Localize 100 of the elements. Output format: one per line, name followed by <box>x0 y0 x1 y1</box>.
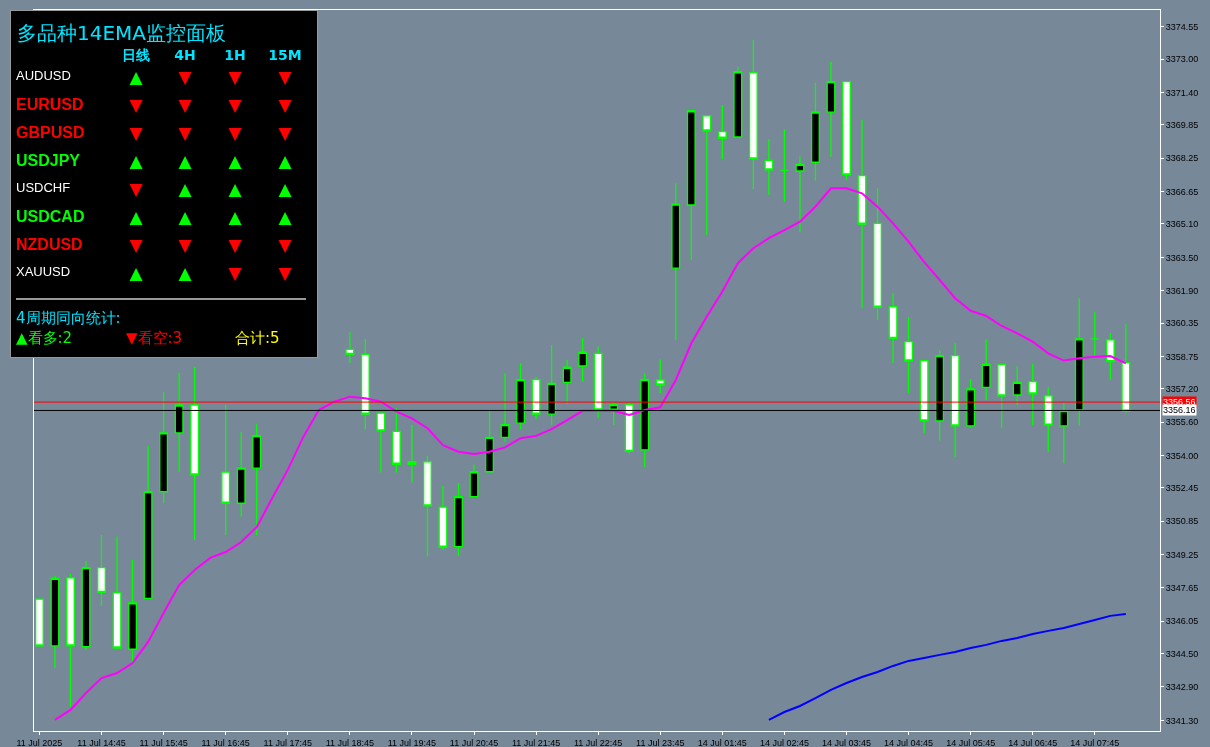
annotation: ▼ <box>129 123 143 143</box>
candlestick <box>717 104 727 160</box>
annotation: USDCAD <box>16 208 85 225</box>
candlestick <box>252 423 262 536</box>
annotation: ▼ <box>178 67 192 87</box>
candlestick <box>624 402 634 455</box>
candlestick <box>128 559 138 664</box>
candlestick <box>143 445 153 599</box>
y-tick-label: 3371.40 <box>1165 87 1199 98</box>
candlestick <box>221 404 231 536</box>
candlestick <box>1043 386 1053 453</box>
y-tick-label: 3349.25 <box>1165 549 1199 560</box>
candlestick <box>981 338 991 401</box>
candlestick <box>686 110 696 261</box>
annotation: ▼ <box>178 123 192 143</box>
candlestick <box>1090 311 1100 358</box>
annotation: ▲ <box>178 263 192 283</box>
x-tick-label: 14 Jul 06:45 <box>1008 737 1058 747</box>
y-tick-label: 3365.10 <box>1165 219 1199 230</box>
candlestick <box>562 359 572 405</box>
x-tick-label: 11 Jul 21:45 <box>511 737 561 747</box>
annotation: ▲ <box>129 207 143 227</box>
annotation: ▲ <box>278 179 292 199</box>
candlestick <box>919 359 929 434</box>
x-tick-label: 11 Jul 18:45 <box>325 737 375 747</box>
annotation: ▼ <box>278 95 292 115</box>
annotation: XAUUSD <box>16 264 71 279</box>
candlestick <box>842 80 851 181</box>
annotation: ▼ <box>278 67 292 87</box>
annotation: ▲ <box>228 151 242 171</box>
y-tick-label: 3352.45 <box>1165 482 1199 493</box>
annotation: ▲ <box>129 67 143 87</box>
candlestick <box>997 363 1007 429</box>
annotation: ▲ <box>228 179 242 199</box>
annotation: ▼ <box>228 123 242 143</box>
annotation: ▼ <box>228 263 242 283</box>
candlestick <box>873 187 882 321</box>
category-label: 日线 <box>122 47 150 63</box>
annotation: ▼看空:3 <box>126 329 183 347</box>
annotation: USDCHF <box>16 180 71 195</box>
candlestick <box>795 155 805 233</box>
y-tick-label: 3346.05 <box>1165 616 1199 627</box>
y-tick-label: 3369.85 <box>1165 120 1199 131</box>
candlestick <box>407 424 417 484</box>
candlestick <box>888 292 898 364</box>
x-tick-label: 11 Jul 2025 <box>16 737 63 747</box>
category-label: 1H <box>224 47 246 63</box>
candlestick <box>345 331 355 364</box>
candlestick <box>671 182 681 341</box>
annotation: ▲ <box>129 151 143 171</box>
candlestick <box>857 119 867 309</box>
candlestick <box>112 535 122 649</box>
candlestick <box>97 534 106 607</box>
annotation: 合计:5 <box>235 329 280 347</box>
candlestick <box>1028 363 1038 426</box>
annotation: ▼ <box>178 235 192 255</box>
candlestick <box>438 485 448 551</box>
x-tick-label: 14 Jul 02:45 <box>759 737 809 747</box>
annotation: NZDUSD <box>16 236 83 253</box>
annotation: EURUSD <box>16 96 84 113</box>
annotation: ▲ <box>278 151 292 171</box>
annotation: ▲ <box>129 263 143 283</box>
candlestick <box>190 365 200 541</box>
candlestick <box>360 338 370 430</box>
y-tick-label: 3341.30 <box>1165 715 1199 726</box>
candlestick <box>1121 323 1131 414</box>
x-tick-label: 14 Jul 03:45 <box>821 737 872 747</box>
annotation: GBPUSD <box>16 124 85 141</box>
annotation: ▼ <box>278 123 292 143</box>
candlestick <box>733 66 743 138</box>
x-tick-label: 11 Jul 15:45 <box>139 737 188 747</box>
x-tick-label: 11 Jul 16:45 <box>201 737 250 747</box>
candlestick <box>66 573 75 708</box>
candlestick <box>1012 365 1022 406</box>
category-label: 4H <box>174 47 196 63</box>
candlestick <box>826 61 836 158</box>
annotation: ▼ <box>129 95 143 115</box>
x-tick-label: 11 Jul 14:45 <box>77 737 126 747</box>
x-tick-label: 14 Jul 07:45 <box>1070 737 1120 747</box>
x-tick-label: 11 Jul 23:45 <box>636 737 685 747</box>
y-tick-label: 3368.25 <box>1165 153 1199 164</box>
candlestick <box>764 138 774 196</box>
y-tick-label: 3344.50 <box>1165 648 1199 659</box>
candlestick <box>655 358 665 394</box>
candlestick <box>1105 332 1115 381</box>
candlestick <box>950 342 960 458</box>
candlestick <box>904 316 914 394</box>
candlestick <box>578 337 588 383</box>
annotation: ▼ <box>228 235 242 255</box>
annotation: ▲看多:2 <box>16 329 73 347</box>
candlestick <box>236 431 246 518</box>
ref-line-label: 3356.56 <box>1163 397 1196 407</box>
candlestick <box>50 575 60 669</box>
x-tick-label: 14 Jul 04:45 <box>884 737 934 747</box>
annotation: USDJPY <box>16 152 81 169</box>
candlestick <box>391 407 401 474</box>
annotation: ▲ <box>178 207 192 227</box>
candlestick <box>593 345 603 419</box>
y-tick-label: 3361.90 <box>1165 285 1199 296</box>
x-tick-label: 11 Jul 17:45 <box>263 737 312 747</box>
